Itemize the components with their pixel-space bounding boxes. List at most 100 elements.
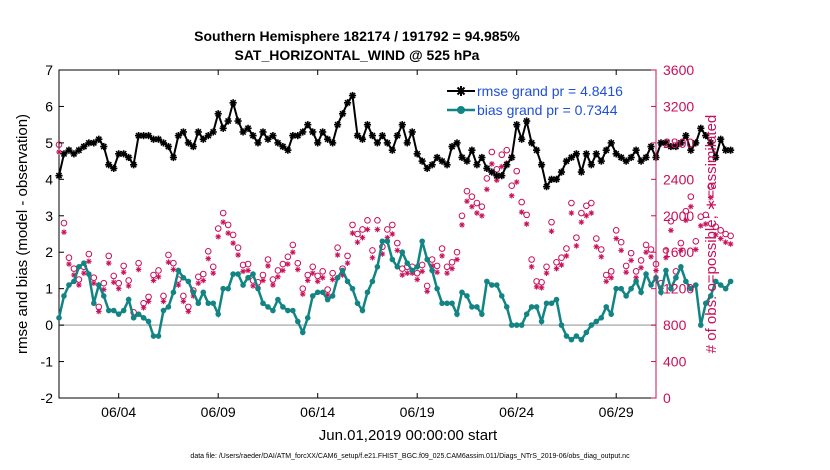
obs-possible-point xyxy=(70,265,78,272)
obs-assimilated-point xyxy=(573,243,580,249)
bias-point xyxy=(195,300,202,307)
obs-assimilated-point xyxy=(299,291,306,297)
obs-assimilated-point xyxy=(628,257,634,264)
obs-possible-point xyxy=(344,252,351,260)
rmse-point xyxy=(130,161,138,169)
bias-point xyxy=(722,285,729,292)
obs-assimilated-point xyxy=(180,298,187,305)
bias-point xyxy=(225,285,231,292)
obs-assimilated-point xyxy=(444,270,450,276)
bias-point xyxy=(364,289,371,296)
obs-possible-point xyxy=(488,148,496,156)
obs-assimilated-point xyxy=(643,249,649,256)
bias-point xyxy=(727,278,734,285)
rmse-point xyxy=(622,157,630,165)
obs-assimilated-point xyxy=(225,230,231,236)
bias-point xyxy=(240,282,246,288)
bias-point xyxy=(563,333,570,339)
bias-point xyxy=(464,293,470,299)
y-tick-label-right: 3600 xyxy=(663,62,694,78)
obs-possible-point xyxy=(632,268,640,275)
bias-point xyxy=(429,267,435,274)
rmse-point xyxy=(80,142,88,151)
bias-point xyxy=(578,336,585,343)
rmse-point xyxy=(562,157,571,165)
bias-point xyxy=(558,322,565,328)
rmse-point xyxy=(528,139,536,147)
obs-possible-point xyxy=(518,198,525,206)
bias-point xyxy=(155,333,162,339)
obs-possible-point xyxy=(195,273,202,281)
bias-point xyxy=(454,311,460,317)
rmse-point xyxy=(373,139,381,147)
rmse-point xyxy=(547,175,556,183)
obs-possible-point xyxy=(578,209,585,217)
obs-assimilated-point xyxy=(215,233,221,240)
bias-point xyxy=(409,267,416,274)
obs-assimilated-point xyxy=(230,240,236,246)
obs-assimilated-point xyxy=(712,232,719,238)
bias-point xyxy=(489,282,495,288)
rmse-point xyxy=(627,153,635,162)
rmse-point xyxy=(174,132,182,140)
obs-assimilated-point xyxy=(205,255,212,262)
obs-possible-point xyxy=(239,261,247,269)
rmse-point xyxy=(702,132,710,140)
obs-assimilated-point xyxy=(638,264,644,271)
obs-assimilated-point xyxy=(518,209,525,215)
bias-point xyxy=(673,274,679,281)
obs-possible-point xyxy=(607,268,615,275)
legend-bias-label: bias grand pr = 0.7344 xyxy=(477,102,618,118)
obs-possible-point xyxy=(334,244,341,251)
obs-possible-point xyxy=(364,217,371,224)
bias-point xyxy=(215,311,221,317)
bias-point xyxy=(235,271,241,277)
obs-assimilated-point xyxy=(464,198,470,204)
y-tick-label-left: 4 xyxy=(45,171,53,187)
bias-point xyxy=(568,336,575,343)
rmse-point xyxy=(403,139,411,147)
y-tick-label-left: 7 xyxy=(45,62,53,78)
bias-point xyxy=(324,296,331,303)
obs-assimilated-point xyxy=(145,298,152,305)
rmse-point xyxy=(299,128,307,136)
obs-assimilated-point xyxy=(260,277,266,284)
obs-assimilated-point xyxy=(697,223,704,229)
obs-assimilated-point xyxy=(56,149,62,155)
rmse-point xyxy=(184,139,192,147)
bias-point xyxy=(573,333,580,339)
obs-assimilated-point xyxy=(543,270,550,276)
obs-possible-point xyxy=(667,217,675,225)
obs-assimilated-point xyxy=(558,262,565,268)
rmse-point xyxy=(533,146,541,154)
bias-point xyxy=(210,300,217,307)
bias-point xyxy=(309,293,316,299)
bias-point xyxy=(160,307,167,314)
obs-assimilated-point xyxy=(598,253,605,260)
rmse-point xyxy=(587,161,595,169)
obs-assimilated-point xyxy=(265,263,271,269)
bias-point xyxy=(683,278,689,285)
bias-point xyxy=(280,304,286,310)
rmse-point xyxy=(567,153,576,162)
obs-assimilated-point xyxy=(663,254,669,261)
obs-assimilated-point xyxy=(459,222,465,228)
bias-point xyxy=(553,296,560,303)
obs-assimilated-point xyxy=(678,247,684,254)
rmse-point xyxy=(712,153,720,162)
y-tick-label-left: 1 xyxy=(45,281,53,297)
rmse-point xyxy=(264,135,272,143)
rmse-point xyxy=(473,161,481,169)
bias-point xyxy=(663,267,669,274)
obs-possible-point xyxy=(508,182,516,190)
obs-possible-point xyxy=(135,259,142,267)
y-tick-label-right: 1200 xyxy=(663,281,694,297)
obs-possible-point xyxy=(374,217,381,224)
obs-assimilated-point xyxy=(220,219,226,225)
obs-possible-point xyxy=(110,272,118,280)
obs-assimilated-point xyxy=(91,280,97,286)
x-tick-label: 06/14 xyxy=(300,404,335,420)
obs-assimilated-point xyxy=(86,258,92,265)
bias-point xyxy=(125,296,132,303)
obs-possible-point xyxy=(523,211,530,219)
